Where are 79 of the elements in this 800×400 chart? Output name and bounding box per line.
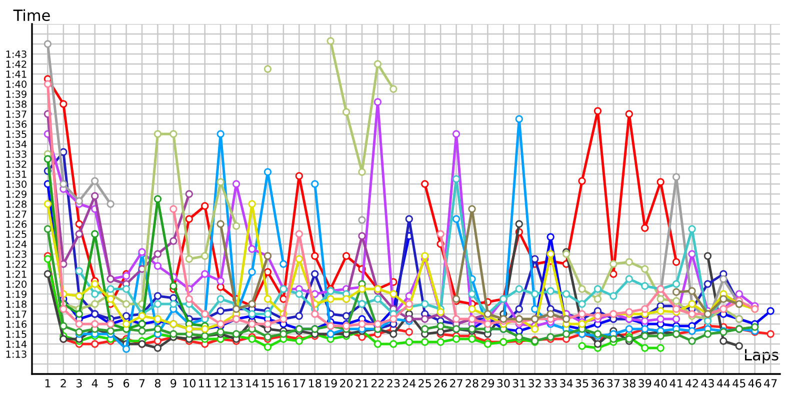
x-tick-label: 23 <box>387 379 400 388</box>
x-tick-label: 35 <box>576 379 588 388</box>
y-tick-label: 1:16 <box>6 320 27 328</box>
x-tick-label: 43 <box>701 379 714 388</box>
x-tick-label: 34 <box>560 379 573 388</box>
y-tick-label: 1:40 <box>6 80 26 88</box>
x-tick-label: 45 <box>732 379 746 388</box>
x-tick-label: 38 <box>622 379 636 388</box>
y-tick-label: 1:39 <box>6 90 26 98</box>
x-tick-label: 22 <box>371 379 384 388</box>
x-tick-label: 11 <box>199 379 211 388</box>
y-tick-label: 1:19 <box>6 290 26 298</box>
x-tick-label: 36 <box>591 379 604 388</box>
y-tick-label: 1:33 <box>6 150 26 158</box>
x-tick-label: 21 <box>356 379 368 388</box>
x-tick-label: 40 <box>654 379 667 388</box>
x-tick-label: 13 <box>230 379 242 388</box>
y-axis-title: Time <box>13 9 50 22</box>
y-tick-label: 1:14 <box>6 340 27 348</box>
y-tick-label: 1:34 <box>6 140 27 148</box>
y-tick-label: 1:13 <box>6 350 26 358</box>
x-tick-label: 19 <box>324 379 337 388</box>
x-tick-label: 31 <box>512 379 526 388</box>
x-tick-label: 47 <box>764 379 777 388</box>
y-tick-label: 1:24 <box>6 240 27 248</box>
x-tick-label: 44 <box>716 379 730 388</box>
x-tick-label: 7 <box>139 379 145 388</box>
y-tick-label: 1:42 <box>6 60 26 68</box>
x-tick-label: 20 <box>340 379 353 388</box>
x-tick-label: 14 <box>246 379 258 388</box>
y-tick-label: 1:37 <box>6 110 26 118</box>
y-tick-label: 1:23 <box>6 250 26 258</box>
x-tick-label: 42 <box>685 379 698 388</box>
y-tick-label: 1:21 <box>6 270 26 278</box>
x-tick-label: 2 <box>60 379 66 388</box>
y-tick-label: 1:28 <box>6 200 26 208</box>
x-tick-label: 37 <box>607 379 620 388</box>
y-tick-label: 1:20 <box>6 280 26 288</box>
y-tick-label: 1:22 <box>6 260 26 268</box>
x-tick-label: 29 <box>481 379 494 388</box>
x-tick-label: 3 <box>76 379 82 388</box>
x-tick-label: 10 <box>183 379 196 388</box>
y-tick-label: 1:43 <box>6 50 26 58</box>
x-tick-label: 24 <box>402 379 416 388</box>
x-tick-label: 25 <box>418 379 431 388</box>
x-tick-label: 15 <box>262 379 274 388</box>
x-tick-label: 32 <box>528 379 541 388</box>
x-tick-label: 39 <box>638 379 652 388</box>
x-tick-label: 1 <box>45 379 50 388</box>
x-tick-label: 33 <box>544 379 557 388</box>
y-tick-label: 1:18 <box>6 300 26 308</box>
x-tick-label: 16 <box>278 379 290 388</box>
x-tick-label: 27 <box>450 379 462 388</box>
y-tick-label: 1:26 <box>6 220 27 228</box>
y-tick-label: 1:15 <box>6 330 26 338</box>
y-tick-label: 1:29 <box>6 190 26 198</box>
y-tick-label: 1:17 <box>6 310 26 318</box>
x-tick-label: 26 <box>434 379 447 388</box>
x-tick-label: 12 <box>214 379 227 388</box>
x-tick-label: 17 <box>293 379 306 388</box>
x-tick-label: 18 <box>309 379 322 388</box>
x-tick-label: 4 <box>92 379 98 388</box>
x-tick-label: 30 <box>497 379 510 388</box>
y-tick-label: 1:35 <box>6 130 26 138</box>
x-tick-label: 6 <box>124 379 130 388</box>
y-tick-label: 1:36 <box>6 120 27 128</box>
y-tick-label: 1:25 <box>6 230 26 238</box>
y-tick-label: 1:30 <box>6 180 26 188</box>
y-tick-label: 1:38 <box>6 100 26 108</box>
x-tick-label: 9 <box>170 379 176 388</box>
x-tick-label: 46 <box>748 379 762 388</box>
x-tick-label: 5 <box>108 379 114 388</box>
y-tick-label: 1:27 <box>6 210 26 218</box>
x-tick-label: 28 <box>466 379 478 388</box>
x-tick-label: 8 <box>154 379 160 388</box>
x-tick-label: 41 <box>670 379 682 388</box>
y-tick-label: 1:31 <box>6 170 26 178</box>
y-tick-label: 1:41 <box>6 70 26 78</box>
y-tick-label: 1:32 <box>6 160 26 168</box>
